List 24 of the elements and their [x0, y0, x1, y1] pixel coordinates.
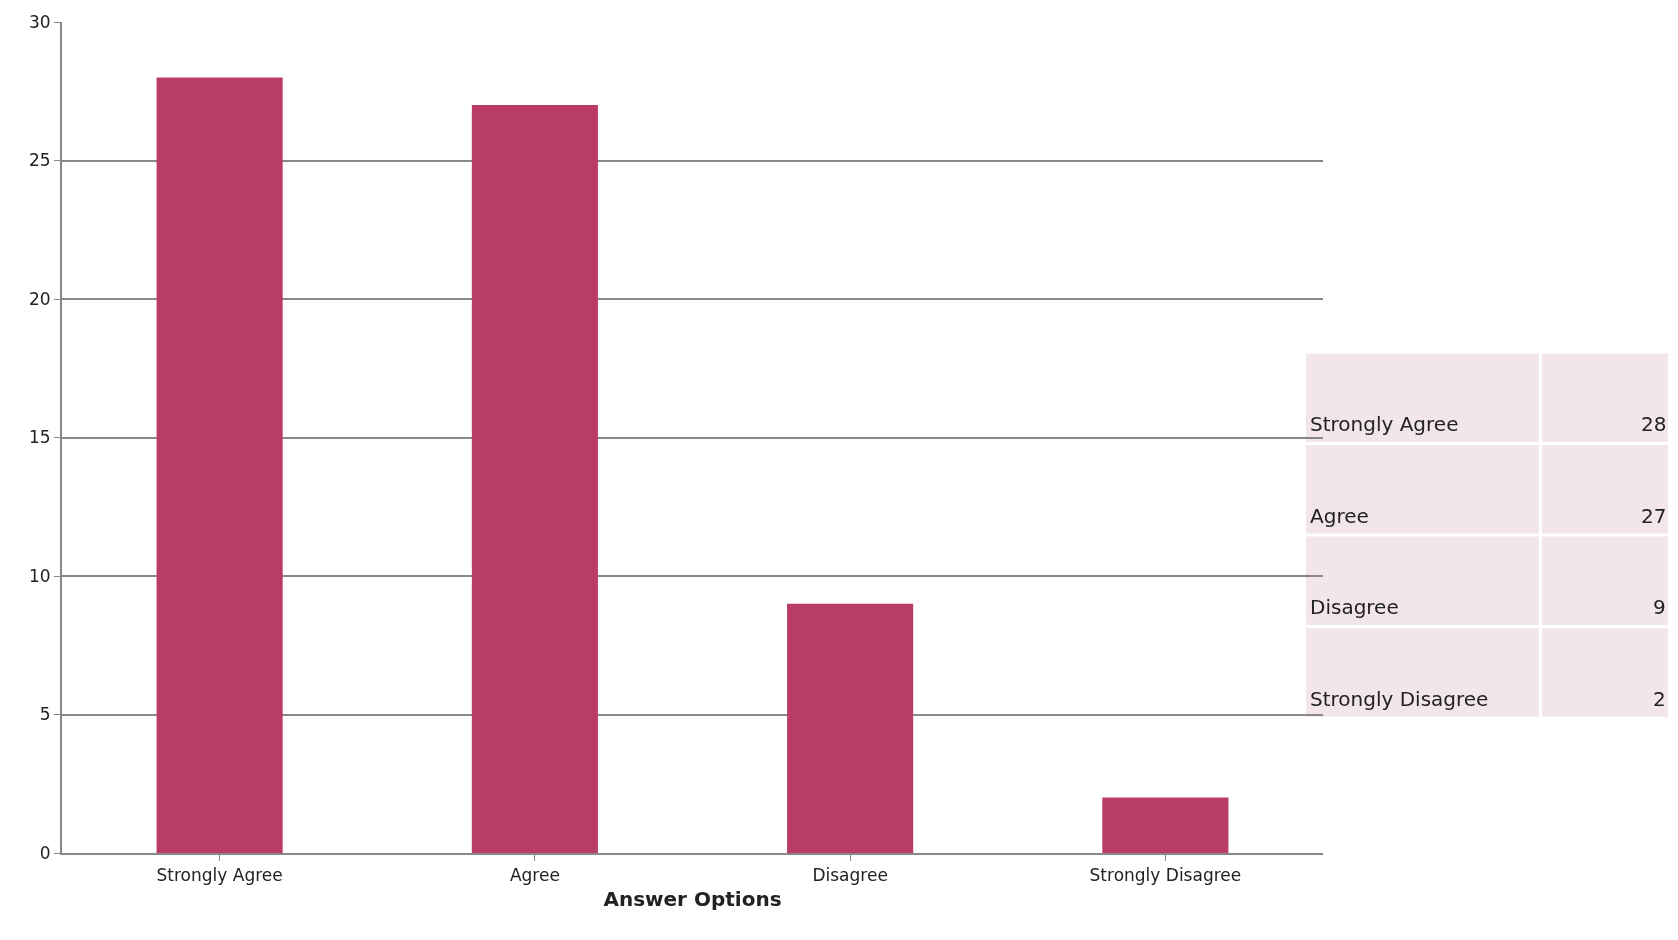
annotation: Strongly Disagree	[1310, 687, 1489, 711]
bar	[1102, 797, 1229, 853]
annotation: Disagree	[1310, 595, 1399, 619]
y-tick-label: 5	[39, 704, 51, 725]
bar	[156, 77, 283, 853]
y-tick-label: 30	[28, 11, 51, 32]
y-tick-label: 10	[28, 565, 51, 586]
x-tick-label: Agree	[509, 865, 560, 886]
annotation: Agree	[1310, 504, 1369, 528]
y-tick-label: 25	[28, 150, 51, 171]
annotation: Strongly Agree	[1310, 412, 1459, 436]
bar	[471, 105, 598, 853]
x-tick-label: Strongly Agree	[156, 865, 283, 886]
text: 9	[1653, 595, 1666, 619]
y-tick-label: 0	[39, 842, 51, 863]
text: 27	[1641, 504, 1667, 528]
x-axis-title: Answer Options	[603, 887, 782, 912]
x-tick-label: Strongly Disagree	[1089, 865, 1242, 886]
text: 28	[1641, 412, 1667, 436]
y-tick-label: 20	[28, 288, 51, 309]
x-tick-label: Disagree	[812, 865, 888, 886]
y-tick-label: 15	[28, 427, 51, 448]
text: 2	[1653, 687, 1666, 711]
bar	[787, 603, 914, 853]
